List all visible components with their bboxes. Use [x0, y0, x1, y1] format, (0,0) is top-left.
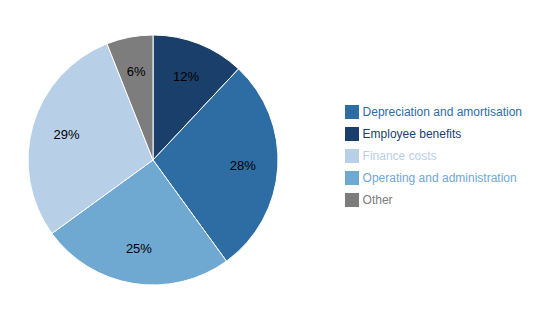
svg-text:6%: 6% [127, 64, 146, 79]
svg-text:25%: 25% [126, 241, 152, 256]
html-text:Finance costs: Finance costs [362, 148, 437, 163]
html-text:Depreciation and amortisation: Depreciation and amortisation [362, 104, 522, 119]
svg-text:12%: 12% [173, 69, 199, 84]
html-text:Other: Other [362, 192, 393, 207]
svg-text:29%: 29% [54, 127, 80, 142]
html-text:Employee benefits: Employee benefits [362, 126, 462, 141]
svg-text:28%: 28% [230, 158, 256, 173]
html-text:Operating and administration: Operating and administration [362, 170, 517, 185]
